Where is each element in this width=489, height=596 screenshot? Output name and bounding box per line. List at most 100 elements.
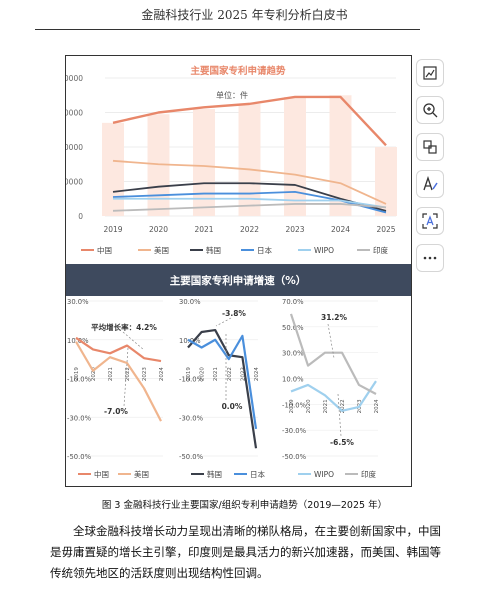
series-line-korea <box>112 182 387 212</box>
y-tick-label: 20000 <box>66 143 83 152</box>
x-tick-label: 2021 <box>194 225 213 234</box>
x-tick-label: 2025 <box>376 225 395 234</box>
legend-label-china: 中国 <box>97 245 112 255</box>
background-bar <box>102 122 124 216</box>
growth-line-usa <box>75 341 162 422</box>
growth-line-japan <box>187 334 258 430</box>
background-bar <box>375 147 397 216</box>
y-tick-label: -30.0% <box>67 414 92 422</box>
series-line-usa <box>112 159 387 205</box>
series-line-india <box>112 203 387 212</box>
y-tick-label: 30.0% <box>67 298 89 306</box>
growth-line-india <box>289 313 377 395</box>
legend-label-japan: 日本 <box>257 245 272 255</box>
legend-label-india: 印度 <box>361 469 376 479</box>
y-tick-label: -50.0% <box>67 453 92 461</box>
trend-chart-unit: 单位：件 <box>216 90 248 100</box>
y-tick-label: -10.0% <box>179 376 204 384</box>
growth-annotation: -3.8% <box>222 309 246 318</box>
legend-label-wipo: WIPO <box>314 246 334 255</box>
x-tick-label: 2020 <box>91 367 97 381</box>
x-tick-label: 2019 <box>103 225 122 234</box>
text-format-button[interactable] <box>416 170 444 198</box>
series-line-wipo <box>113 197 387 209</box>
annotation-leader <box>327 323 335 359</box>
x-tick-label: 2024 <box>159 367 165 381</box>
growth-chart: 30.0% 10.0% -10.0% -30.0% -50.0% 2019 2020 2021… <box>67 298 380 479</box>
y-tick-label: 10.0% <box>67 337 89 345</box>
text-recognize-icon <box>422 213 438 229</box>
x-tick-label: 2023 <box>142 367 148 381</box>
y-tick-label: 70.0% <box>282 298 304 306</box>
growth-chart-title: 主要国家专利申请增速（%） <box>170 274 307 287</box>
background-bar <box>238 103 261 216</box>
annotation-leader <box>122 331 145 351</box>
background-bar <box>284 96 306 216</box>
x-tick-label: 2024 <box>254 367 260 381</box>
x-tick-label: 2019 <box>74 367 80 381</box>
zoom-in-icon <box>423 103 438 118</box>
y-tick-label: 30.0% <box>282 350 304 358</box>
x-tick-label: 2021 <box>108 367 114 381</box>
annotation-leader <box>215 317 232 327</box>
copy-image-icon <box>423 140 437 154</box>
growth-annotation: 31.2% <box>321 313 348 322</box>
legend-label-korea: 韩国 <box>207 469 222 479</box>
legend-label-india: 印度 <box>373 245 388 255</box>
x-tick-label: 2022 <box>240 225 259 234</box>
y-tick-label: -30.0% <box>179 414 204 422</box>
x-tick-label: 2020 <box>306 399 312 413</box>
annotation-leader <box>123 347 129 407</box>
legend-label-china: 中国 <box>94 469 109 479</box>
y-tick-label: 30.0% <box>179 298 201 306</box>
x-tick-label: 2022 <box>227 367 233 381</box>
growth-annotation: 平均增长率：4.2% <box>91 322 157 332</box>
growth-line-china <box>75 336 162 363</box>
body-paragraph: 全球金融科技增长动力呈现出清晰的梯队格局，在主要创新国家中，中国是毋庸置疑的增长… <box>50 524 441 580</box>
growth-chart-title-band: 主要国家专利申请增速（%） <box>66 264 411 296</box>
background-bar <box>193 109 215 216</box>
y-tick-label: 10000 <box>66 178 83 187</box>
text-recognize-button[interactable] <box>416 207 444 235</box>
document-header: 金融科技行业 2025 年专利分析白皮书 <box>141 8 348 22</box>
y-tick-label: 40000 <box>66 74 83 83</box>
growth-annotation: 0.0% <box>222 402 243 411</box>
growth-annotation: -7.0% <box>104 407 128 416</box>
x-tick-label: 2024 <box>331 225 350 234</box>
y-tick-label: -10.0% <box>67 376 92 384</box>
x-tick-label: 2019 <box>289 399 295 413</box>
text-format-icon <box>423 176 438 191</box>
x-tick-label: 2019 <box>186 367 192 381</box>
growth-line-korea <box>187 328 258 449</box>
y-tick-label: 0 <box>78 212 83 221</box>
y-tick-label: -50.0% <box>179 453 204 461</box>
x-tick-label: 2020 <box>149 225 168 234</box>
x-tick-label: 2021 <box>323 399 329 413</box>
series-line-china <box>112 95 387 147</box>
growth-chart-panel: 30.0% 10.0% -10.0% -30.0% -50.0% 2019 2020 2021… <box>66 296 411 486</box>
trend-chart-title: 主要国家专利申请趋势 <box>190 65 286 77</box>
x-tick-label: 2024 <box>374 399 380 413</box>
legend-label-usa: 美国 <box>134 469 149 479</box>
x-tick-label: 2022 <box>125 367 131 381</box>
image-edit-icon <box>423 66 437 80</box>
zoom-in-button[interactable] <box>416 96 444 124</box>
x-tick-label: 2021 <box>213 367 219 381</box>
y-tick-label: 50.0% <box>282 324 304 332</box>
header-rule <box>35 29 420 30</box>
legend-label-japan: 日本 <box>250 469 265 479</box>
image-edit-button[interactable] <box>416 59 444 87</box>
figure-caption: 图 3 金融科技行业主要国家/组织专利申请趋势（2019—2025 年） <box>101 500 388 511</box>
more-icon <box>423 256 437 260</box>
y-tick-label: -50.0% <box>282 453 307 461</box>
y-tick-label: 10.0% <box>282 376 304 384</box>
x-tick-label: 2023 <box>285 225 304 234</box>
copy-image-button[interactable] <box>416 133 444 161</box>
more-button[interactable] <box>416 244 444 272</box>
annotation-leader <box>337 393 342 437</box>
x-tick-label: 2020 <box>200 367 206 381</box>
growth-annotation: -6.5% <box>330 438 354 447</box>
